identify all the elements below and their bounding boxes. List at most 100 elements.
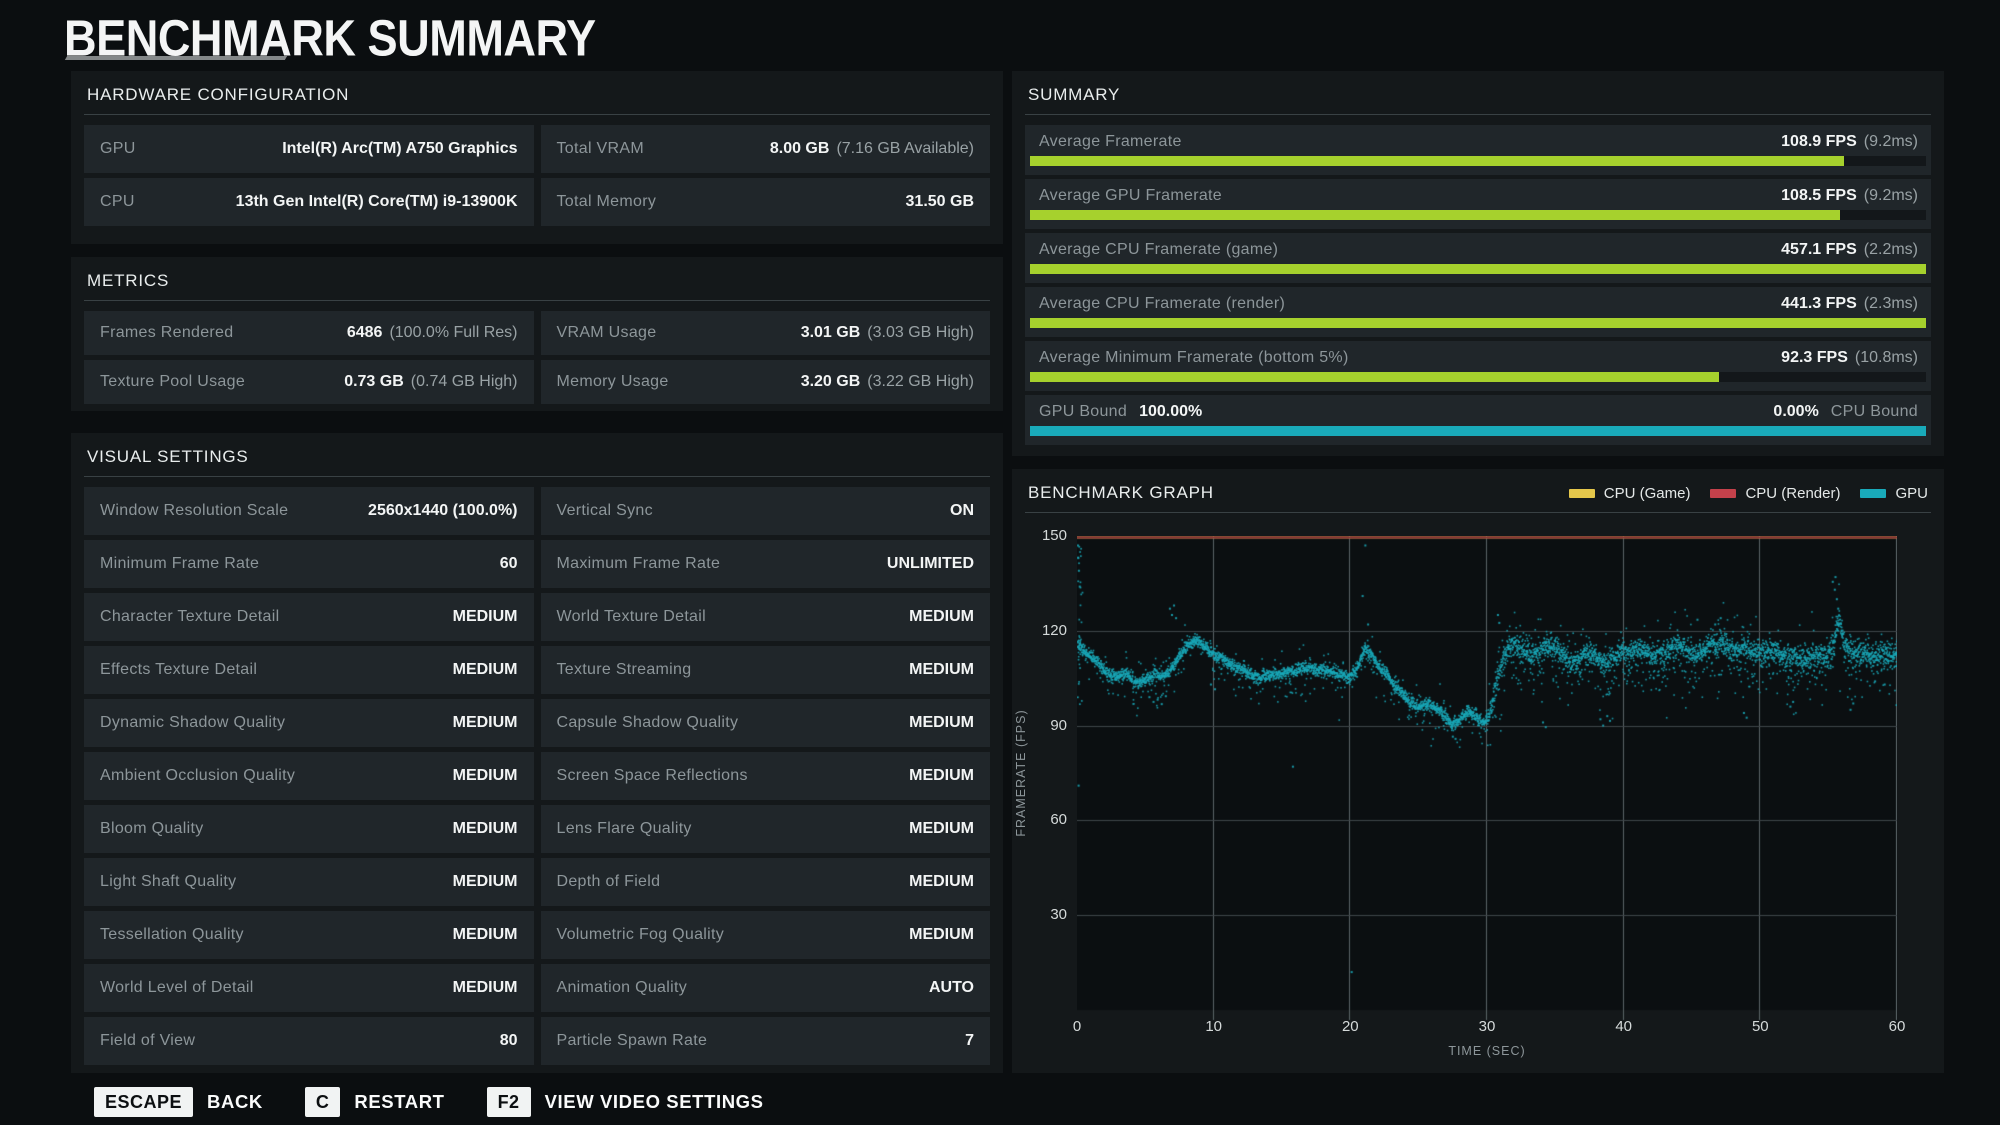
setting-row: Ambient Occlusion Quality MEDIUM — [84, 752, 534, 800]
summary-label: Average GPU Framerate — [1039, 187, 1222, 204]
setting-value: 7 — [965, 1032, 974, 1049]
framerate-bar-fill — [1030, 156, 1844, 166]
summary-value-main: 92.3 FPS — [1781, 349, 1848, 366]
setting-label: Maximum Frame Rate — [556, 555, 721, 572]
metric-value-sub: (0.74 GB High) — [410, 373, 518, 390]
setting-row: Screen Space Reflections MEDIUM — [540, 752, 990, 800]
metric-label: Frames Rendered — [100, 324, 234, 341]
setting-row: Texture Streaming MEDIUM — [540, 646, 990, 694]
setting-label: Minimum Frame Rate — [100, 555, 260, 572]
summary-value-sub: (2.3ms) — [1863, 295, 1918, 312]
setting-label: Bloom Quality — [100, 820, 204, 837]
setting-label: Light Shaft Quality — [100, 873, 237, 890]
restart-label[interactable]: RESTART — [354, 1091, 445, 1112]
setting-value: UNLIMITED — [886, 555, 974, 572]
setting-row: Effects Texture Detail MEDIUM — [84, 646, 534, 694]
hardware-value-main: 8.00 GB — [769, 140, 830, 157]
divider — [84, 300, 990, 301]
metric-value-main: 3.01 GB — [800, 324, 861, 341]
setting-value: MEDIUM — [909, 608, 974, 625]
back-button[interactable]: ESCAPE BACK — [94, 1087, 305, 1117]
setting-row: Depth of Field MEDIUM — [540, 858, 990, 906]
x-axis-tick: 30 — [1478, 1018, 1496, 1035]
setting-value: 2560x1440 (100.0%) — [368, 502, 518, 519]
x-axis-tick: 40 — [1615, 1018, 1633, 1035]
framerate-bar-fill — [1030, 264, 1926, 274]
metric-value: 6486 (100.0% Full Res) — [347, 324, 518, 342]
setting-value: 60 — [499, 555, 518, 572]
framerate-bar-fill — [1030, 210, 1840, 220]
setting-label: Window Resolution Scale — [100, 502, 289, 519]
benchmark-graph-header: BENCHMARK GRAPH — [1028, 483, 1214, 502]
cpu-bound-value: 0.00% — [1773, 403, 1819, 420]
setting-value: MEDIUM — [909, 820, 974, 837]
setting-label: Volumetric Fog Quality — [556, 926, 725, 943]
framerate-bar-track — [1030, 264, 1926, 274]
setting-value: MEDIUM — [452, 926, 518, 943]
x-axis-tick: 50 — [1751, 1018, 1769, 1035]
framerate-bar-fill — [1030, 318, 1926, 328]
summary-value-main: 441.3 FPS — [1781, 295, 1857, 312]
framerate-bar-track — [1030, 318, 1926, 328]
summary-panel: SUMMARY Average Framerate 108.9 FPS (9.2m… — [1012, 71, 1944, 456]
restart-button[interactable]: C RESTART — [304, 1087, 487, 1117]
hardware-label: Total VRAM — [556, 140, 644, 157]
framerate-bar-track — [1030, 156, 1926, 166]
x-axis-tick: 60 — [1888, 1018, 1906, 1035]
f2-key[interactable]: F2 — [486, 1087, 531, 1117]
setting-value: MEDIUM — [452, 608, 518, 625]
summary-value: 441.3 FPS (2.3ms) — [1781, 295, 1918, 313]
hardware-value: 31.50 GB — [905, 193, 974, 210]
back-label[interactable]: BACK — [207, 1091, 263, 1112]
escape-key[interactable]: ESCAPE — [94, 1087, 194, 1117]
hardware-value-sub: (7.16 GB Available) — [836, 140, 974, 157]
setting-row: Window Resolution Scale 2560x1440 (100.0%… — [84, 487, 534, 535]
summary-value-sub: (10.8ms) — [1854, 349, 1918, 366]
footer-hotkey-bar: ESCAPE BACK C RESTART F2 VIEW VIDEO SETT… — [94, 1087, 806, 1117]
summary-panel-header: SUMMARY — [1028, 85, 1121, 104]
setting-row: Minimum Frame Rate 60 — [84, 540, 534, 588]
metric-value-main: 6486 — [346, 324, 383, 341]
setting-row: Vertical Sync ON — [540, 487, 990, 535]
title-underline-decoration — [64, 56, 288, 60]
setting-label: Vertical Sync — [556, 502, 653, 519]
summary-row-average-minimum-framerate: Average Minimum Framerate (bottom 5%) 92… — [1025, 341, 1931, 391]
y-axis-tick: 60 — [1050, 811, 1067, 828]
setting-value: MEDIUM — [452, 714, 518, 731]
metric-label: Texture Pool Usage — [100, 373, 246, 390]
summary-value: 108.5 FPS (9.2ms) — [1781, 187, 1918, 205]
view-video-settings-label[interactable]: VIEW VIDEO SETTINGS — [544, 1091, 764, 1112]
visual-settings-panel-header: VISUAL SETTINGS — [87, 447, 249, 466]
hardware-label: GPU — [100, 140, 136, 157]
summary-row-average-gpu-framerate: Average GPU Framerate 108.5 FPS (9.2ms) — [1025, 179, 1931, 229]
setting-value: 80 — [499, 1032, 518, 1049]
summary-value-main: 108.9 FPS — [1781, 133, 1857, 150]
c-key[interactable]: C — [304, 1087, 341, 1117]
summary-row-average-cpu-framerate-game: Average CPU Framerate (game) 457.1 FPS (2… — [1025, 233, 1931, 283]
legend-label: GPU — [1895, 484, 1928, 502]
setting-row: Tessellation Quality MEDIUM — [84, 911, 534, 959]
framerate-bar-track — [1030, 210, 1926, 220]
metric-value-sub: (3.03 GB High) — [867, 324, 974, 341]
setting-row: Field of View 80 — [84, 1017, 534, 1065]
x-axis-tick: 0 — [1072, 1018, 1082, 1035]
metric-row-vram-usage: VRAM Usage 3.01 GB (3.03 GB High) — [540, 311, 990, 355]
view-video-settings-button[interactable]: F2 VIEW VIDEO SETTINGS — [486, 1087, 806, 1117]
summary-label: Average CPU Framerate (game) — [1039, 241, 1279, 258]
gpu-bound-label: GPU Bound — [1039, 403, 1128, 420]
divider — [1025, 114, 1931, 115]
setting-value: AUTO — [928, 979, 974, 996]
graph-legend: CPU (Game) CPU (Render) GPU — [1568, 484, 1928, 502]
setting-row: Lens Flare Quality MEDIUM — [540, 805, 990, 853]
summary-label: Average CPU Framerate (render) — [1039, 295, 1286, 312]
metric-row-memory-usage: Memory Usage 3.20 GB (3.22 GB High) — [540, 360, 990, 404]
setting-row: Volumetric Fog Quality MEDIUM — [540, 911, 990, 959]
gpu-bound-value: 100.00% — [1139, 403, 1203, 420]
setting-label: Lens Flare Quality — [556, 820, 692, 837]
hardware-row-gpu: GPU Intel(R) Arc(TM) A750 Graphics — [84, 125, 534, 173]
summary-value-sub: (2.2ms) — [1863, 241, 1918, 258]
cpu-render-swatch-icon — [1710, 488, 1737, 498]
summary-row-gpu-cpu-bound: GPU Bound 100.00% 0.00% CPU Bound — [1025, 395, 1931, 445]
legend-label: CPU (Render) — [1745, 484, 1841, 502]
